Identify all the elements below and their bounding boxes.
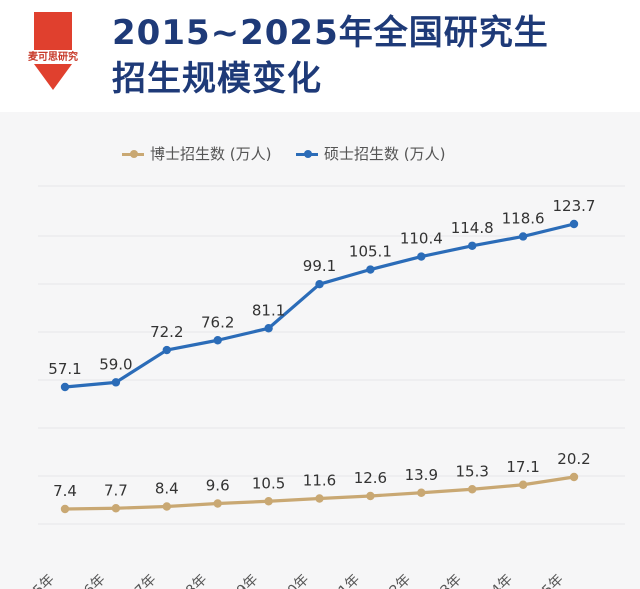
x-tick-label-4: 2019年: [215, 572, 261, 589]
title-line-1: 2015~2025年全国研究生: [112, 13, 549, 53]
data-point-0-6: [366, 491, 375, 501]
data-label-1-10: 123.7: [553, 197, 596, 215]
legend-label-master: 硕士招生数 (万人): [324, 145, 446, 163]
page-title: 2015~2025年全国研究生 招生规模变化: [112, 10, 632, 102]
data-label-1-4: 81.1: [252, 301, 285, 319]
x-tick-label-3: 2018年: [164, 572, 210, 589]
x-tick-label-8: 2023年: [419, 572, 465, 589]
legend-dot-phd: [130, 150, 138, 158]
data-label-0-2: 8.4: [155, 480, 179, 498]
data-point-1-5: [315, 280, 324, 289]
data-label-0-7: 13.9: [405, 466, 438, 484]
data-point-1-9: [518, 232, 528, 241]
data-point-0-1: [111, 504, 121, 513]
data-point-0-3: [213, 499, 222, 508]
data-label-1-8: 114.8: [451, 219, 494, 237]
data-point-1-4: [264, 324, 273, 333]
data-point-0-4: [264, 497, 273, 506]
x-tick-label-9: 2024年: [470, 572, 516, 589]
data-label-1-2: 72.2: [150, 323, 183, 341]
data-label-0-8: 15.3: [455, 462, 488, 480]
x-tick-label-5: 2020年: [266, 572, 312, 589]
data-label-0-10: 20.2: [557, 450, 590, 468]
data-label-0-0: 7.4: [53, 482, 77, 500]
data-label-1-3: 76.2: [201, 313, 234, 331]
data-label-0-9: 17.1: [506, 458, 539, 476]
data-point-0-9: [518, 480, 528, 489]
data-point-0-0: [60, 504, 70, 514]
logo-bar: [34, 12, 72, 50]
x-tick-label-6: 2021年: [317, 572, 363, 589]
x-tick-label-1: 2016年: [62, 572, 108, 589]
data-point-1-2: [162, 345, 171, 355]
legend-dot-master: [304, 150, 312, 158]
header: 麦可思研究 2015~2025年全国研究生 招生规模变化: [0, 0, 640, 112]
data-point-1-3: [213, 336, 222, 345]
data-point-0-7: [417, 488, 426, 497]
data-point-1-7: [417, 252, 426, 261]
data-label-1-0: 57.1: [48, 360, 81, 378]
x-tick-label-2: 2017年: [113, 572, 159, 589]
data-point-0-8: [468, 485, 477, 494]
title-line-2: 招生规模变化: [112, 59, 322, 99]
data-point-0-5: [315, 494, 324, 503]
data-label-1-6: 105.1: [349, 243, 392, 261]
data-point-0-2: [162, 502, 171, 511]
data-point-1-6: [366, 265, 375, 274]
x-tick-label-0: 2015年: [11, 572, 57, 589]
data-point-1-8: [468, 241, 477, 250]
data-label-1-7: 110.4: [400, 230, 443, 248]
x-tick-label-7: 2022年: [368, 572, 414, 589]
data-point-1-0: [60, 382, 70, 392]
chart-legend: 博士招生数 (万人) 硕士招生数 (万人): [0, 144, 640, 164]
data-label-0-5: 11.6: [303, 472, 336, 490]
data-label-0-4: 10.5: [252, 474, 285, 492]
data-point-0-10: [569, 472, 579, 482]
legend-label-phd: 博士招生数 (万人): [150, 145, 272, 163]
data-label-0-3: 9.6: [206, 477, 230, 495]
data-label-1-5: 99.1: [303, 257, 336, 275]
data-label-0-6: 12.6: [354, 469, 387, 487]
logo-triangle: [34, 64, 72, 90]
x-tick-label-10: 2025年: [520, 572, 566, 589]
logo-text: 麦可思研究: [28, 52, 78, 63]
data-label-1-9: 118.6: [502, 209, 545, 227]
series-line-1: [63, 222, 576, 389]
data-label-0-1: 7.7: [104, 481, 128, 499]
brand-logo: 麦可思研究: [18, 12, 88, 92]
data-point-1-1: [111, 378, 121, 387]
data-point-1-10: [569, 219, 579, 229]
data-label-1-1: 59.0: [99, 355, 132, 373]
